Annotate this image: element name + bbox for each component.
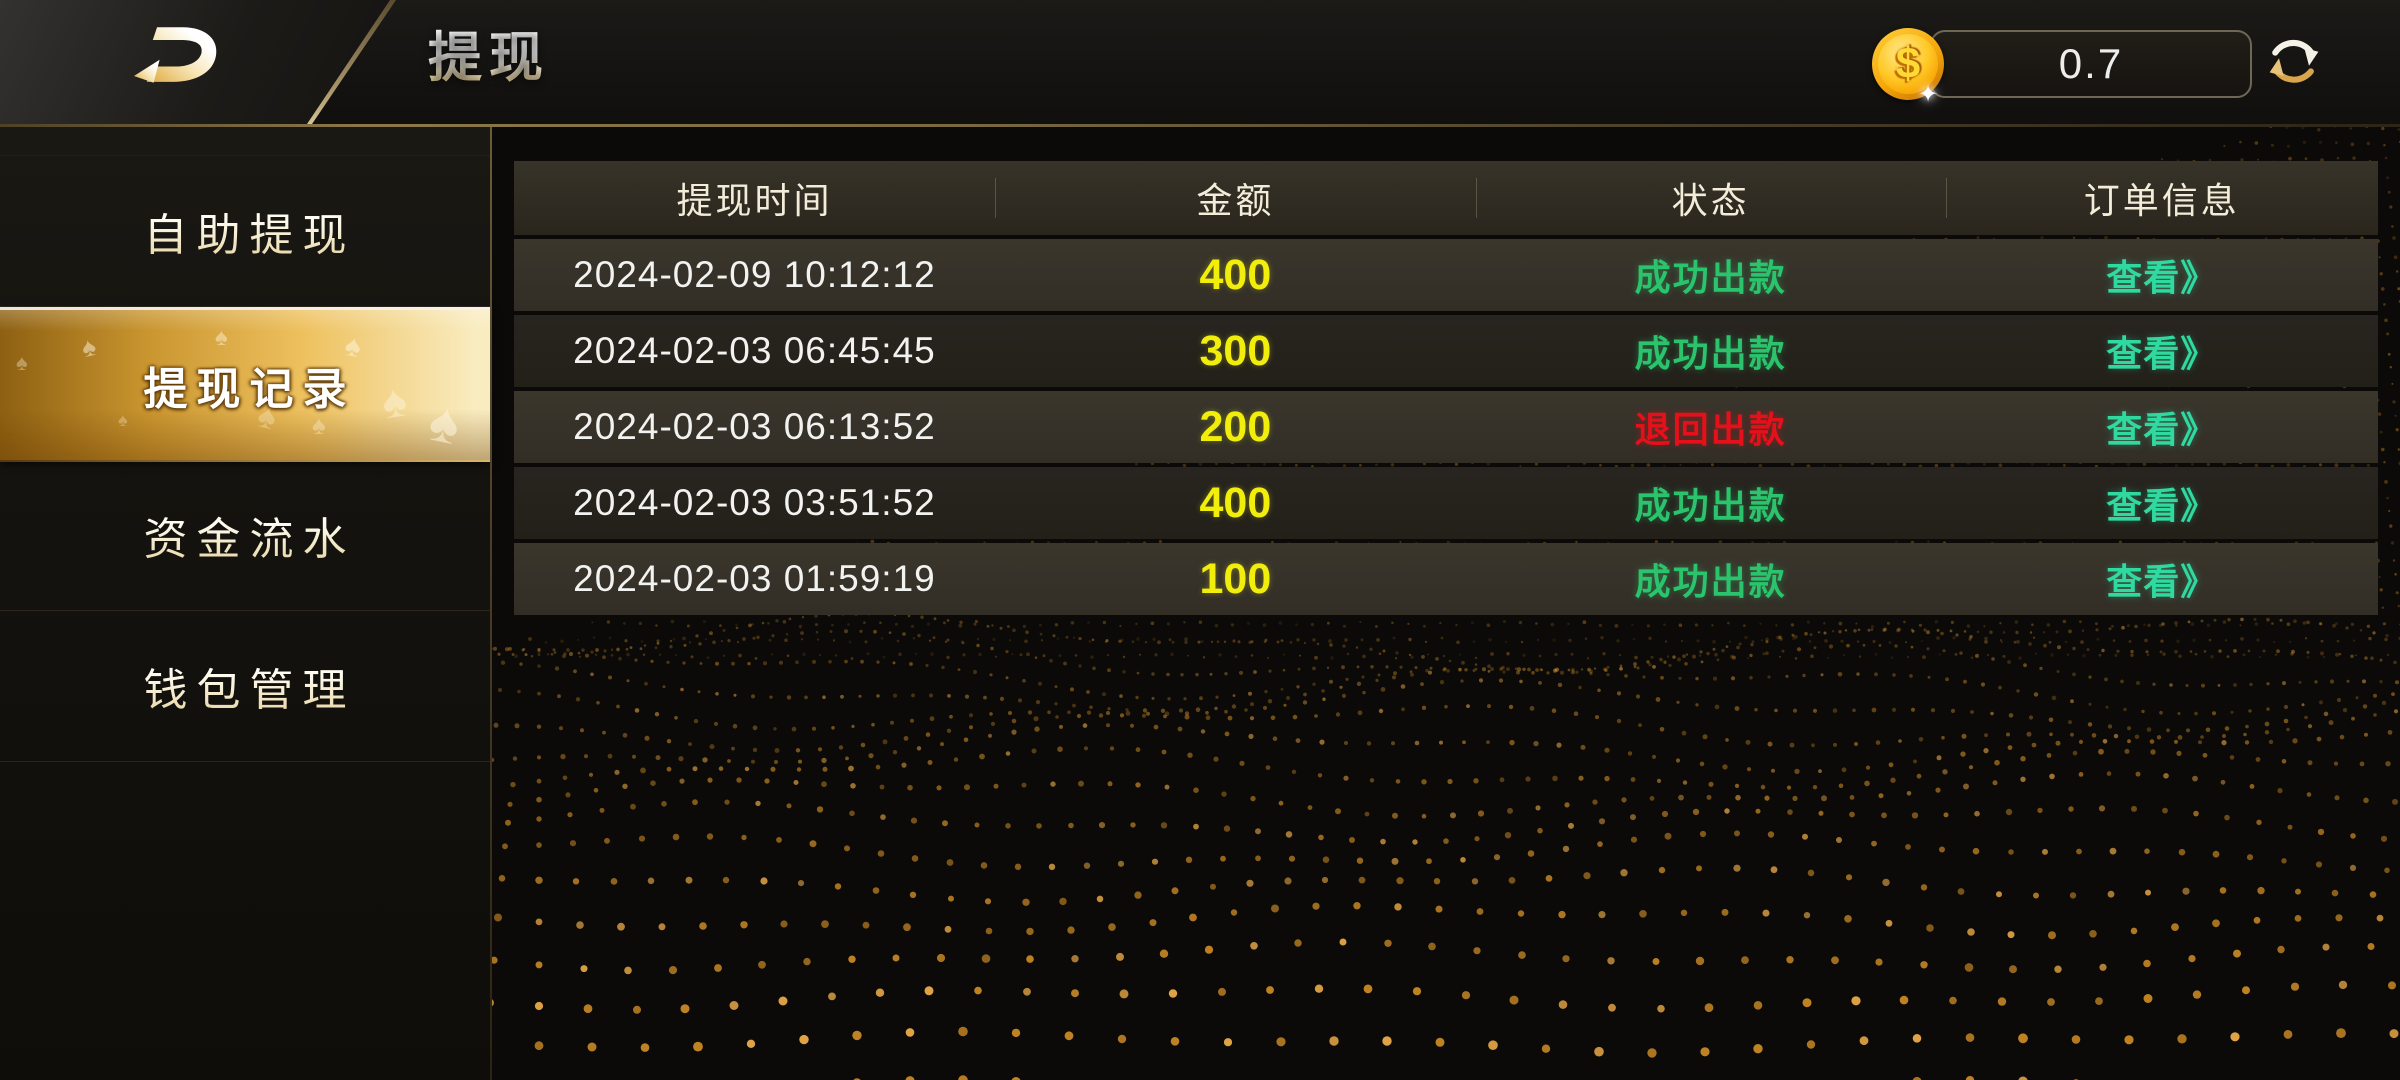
sidebar-item-wallet-management[interactable]: 钱包管理 — [0, 611, 490, 762]
sidebar-item-self-withdraw[interactable]: 自助提现 — [0, 155, 490, 307]
table-row: 2024-02-03 01:59:19 100 成功出款 查看》 — [514, 543, 2378, 615]
column-header-time: 提现时间 — [676, 180, 833, 221]
header: 提现 0.7 $ ✦ — [0, 0, 2400, 127]
table-header-row: 提现时间 金额 状态 订单信息 — [514, 161, 2378, 235]
table-row: 2024-02-03 06:13:52 200 退回出款 查看》 — [514, 391, 2378, 463]
view-order-link[interactable]: 查看》 — [2106, 333, 2218, 374]
withdraw-time: 2024-02-03 06:45:45 — [573, 330, 936, 371]
app-logo-icon — [133, 27, 217, 83]
spade-icon: ♠ — [215, 324, 228, 351]
column-header-order: 订单信息 — [2083, 180, 2240, 221]
balance-pill: 0.7 — [1930, 30, 2252, 98]
dollar-sign: $ — [1878, 34, 1938, 94]
withdraw-status: 成功出款 — [1634, 561, 1787, 602]
balance-value: 0.7 — [2058, 40, 2124, 87]
view-order-link[interactable]: 查看》 — [2106, 485, 2218, 526]
sidebar-item-label: 资金流水 — [135, 503, 356, 567]
withdraw-status: 成功出款 — [1634, 333, 1787, 374]
balance-widget: 0.7 $ ✦ — [1872, 28, 2324, 108]
sidebar-item-fund-flow[interactable]: 资金流水 — [0, 460, 490, 611]
withdraw-status: 退回出款 — [1634, 409, 1787, 450]
withdraw-amount: 400 — [1199, 250, 1272, 299]
withdraw-amount: 400 — [1199, 478, 1272, 527]
withdraw-status: 成功出款 — [1634, 257, 1787, 298]
column-divider — [1945, 178, 1947, 218]
spade-icon: ♠ — [423, 388, 466, 457]
spade-icon: ♠ — [118, 410, 128, 430]
sidebar-item-label: 提现记录 — [143, 365, 356, 414]
withdraw-time: 2024-02-03 06:13:52 — [573, 406, 936, 447]
table-row: 2024-02-03 06:45:45 300 成功出款 查看》 — [514, 315, 2378, 387]
spade-icon: ♠ — [378, 373, 410, 429]
column-header-status: 状态 — [1671, 180, 1750, 221]
spade-icon: ♠ — [78, 330, 99, 364]
withdraw-table: 提现时间 金额 状态 订单信息 2024-02-09 10:12:12 400 … — [514, 161, 2378, 615]
withdraw-status: 成功出款 — [1634, 485, 1787, 526]
withdraw-amount: 300 — [1199, 326, 1272, 375]
header-divider — [0, 124, 2400, 127]
withdraw-time: 2024-02-09 10:12:12 — [573, 254, 936, 295]
page-title: 提现 — [428, 28, 550, 88]
withdraw-time: 2024-02-03 03:51:52 — [573, 482, 936, 523]
view-order-link[interactable]: 查看》 — [2106, 257, 2218, 298]
sidebar: 自助提现 ♠ ♠ ♠ ♠ ♠ ♠ ♠ ♠ ♠ 提现记录 资金流水 钱包管理 — [0, 127, 492, 1080]
logo-plate — [0, 0, 390, 127]
column-divider — [994, 178, 996, 218]
content-area: 提现时间 金额 状态 订单信息 2024-02-09 10:12:12 400 … — [492, 127, 2400, 1080]
sidebar-item-withdraw-records[interactable]: ♠ ♠ ♠ ♠ ♠ ♠ ♠ ♠ ♠ 提现记录 — [0, 307, 490, 462]
sidebar-item-label: 钱包管理 — [135, 654, 356, 718]
withdraw-time: 2024-02-03 01:59:19 — [573, 558, 936, 599]
refresh-icon[interactable] — [2264, 32, 2324, 92]
sidebar-item-label: 自助提现 — [135, 199, 356, 263]
column-divider — [1475, 178, 1477, 218]
table-row: 2024-02-09 10:12:12 400 成功出款 查看》 — [514, 239, 2378, 311]
view-order-link[interactable]: 查看》 — [2106, 409, 2218, 450]
spade-icon: ♠ — [16, 350, 28, 375]
view-order-link[interactable]: 查看》 — [2106, 561, 2218, 602]
withdraw-amount: 100 — [1199, 554, 1272, 603]
coin-icon: $ ✦ — [1872, 28, 1944, 108]
withdraw-amount: 200 — [1199, 402, 1272, 451]
coin-sparkle-icon: ✦ — [1918, 81, 1939, 108]
table-row: 2024-02-03 03:51:52 400 成功出款 查看》 — [514, 467, 2378, 539]
column-header-amount: 金额 — [1196, 180, 1275, 221]
